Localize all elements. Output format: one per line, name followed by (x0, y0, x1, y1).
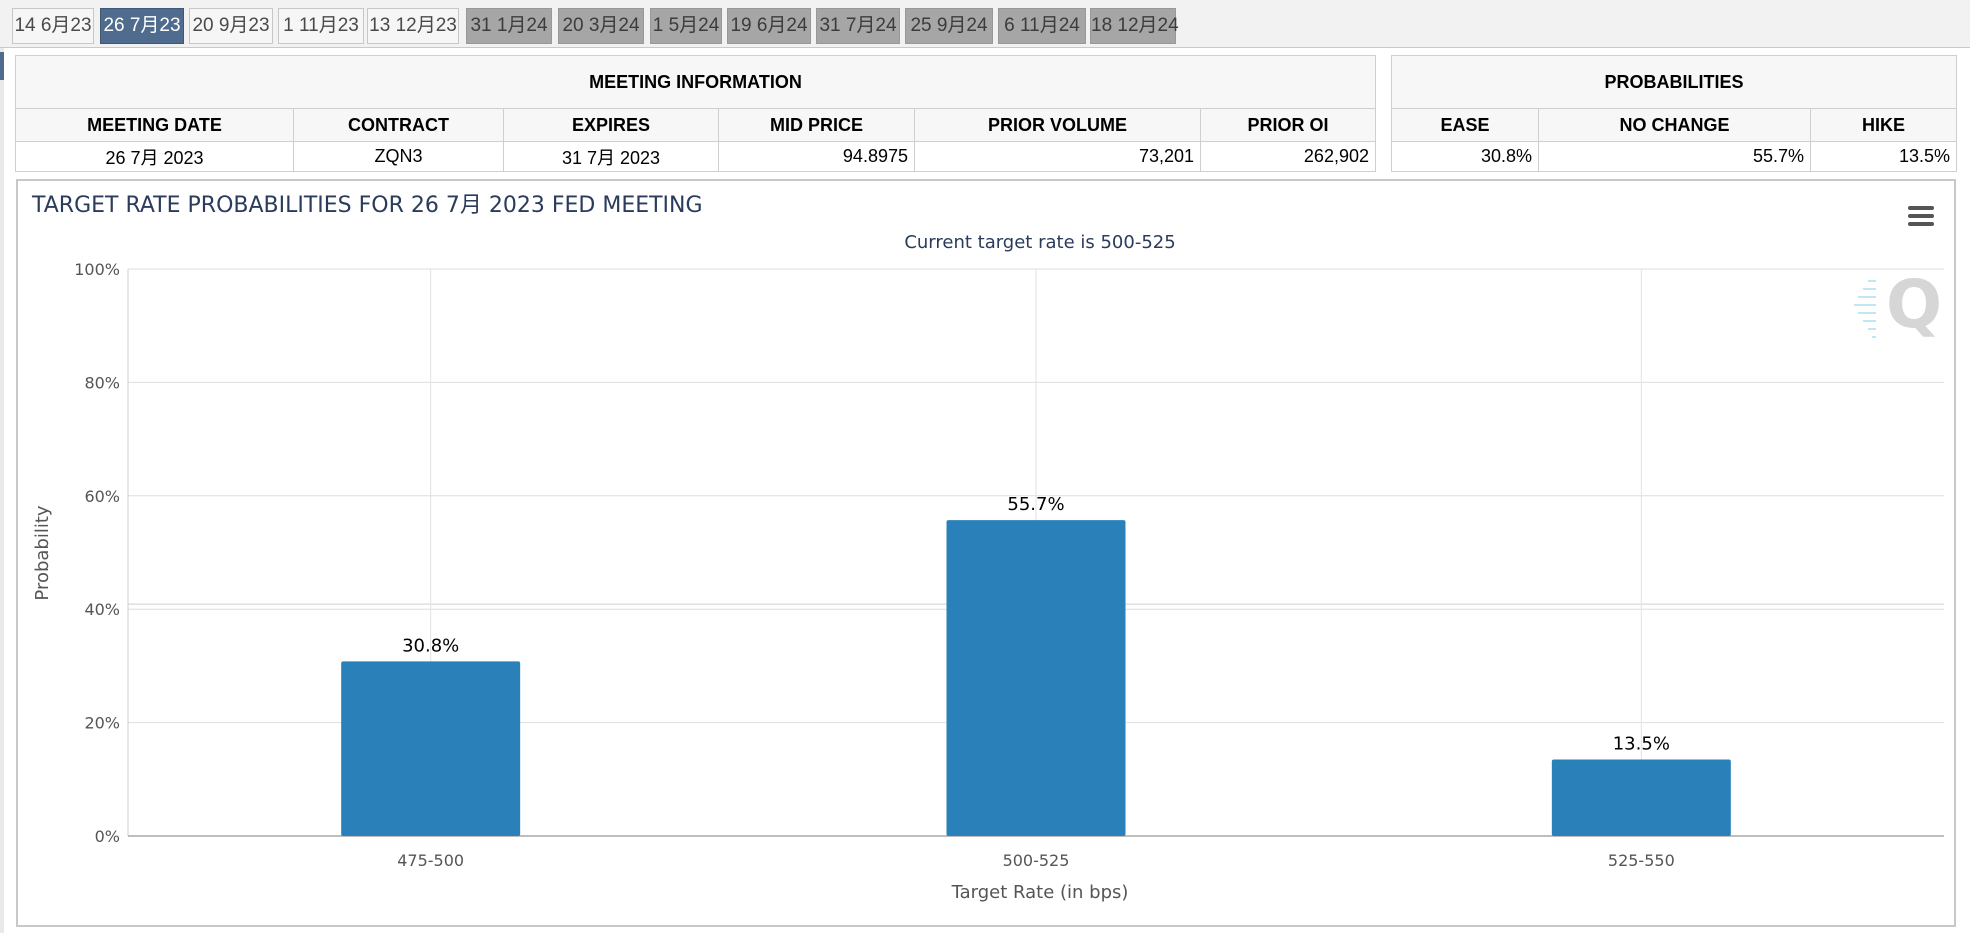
tab-20-3月24[interactable]: 20 3月24 (558, 8, 644, 44)
y-tick-label: 40% (84, 600, 120, 619)
probabilities-table: PROBABILITIES EASE NO CHANGE HIKE 30.8% … (1391, 55, 1957, 172)
bar-data-label: 30.8% (402, 635, 459, 656)
mid-price-header: MID PRICE (718, 108, 915, 142)
no-change-header: NO CHANGE (1538, 108, 1811, 142)
hike-header: HIKE (1810, 108, 1957, 142)
expires-value: 31 7月 2023 (503, 141, 719, 172)
y-axis-title: Probability (32, 505, 53, 600)
contract-header: CONTRACT (293, 108, 504, 142)
tab-13-12月23[interactable]: 13 12月23 (367, 8, 459, 44)
mid-price-value: 94.8975 (718, 141, 915, 172)
tab-18-12月24[interactable]: 18 12月24 (1090, 8, 1179, 44)
target-rate-chart: TARGET RATE PROBABILITIES FOR 26 7月 2023… (31, 193, 1944, 903)
x-tick-label: 500-525 (1003, 851, 1070, 870)
x-tick-label: 525-550 (1608, 851, 1675, 870)
q-logo-icon: Q (1854, 266, 1942, 343)
tab-25-9月24[interactable]: 25 9月24 (905, 8, 993, 44)
tab-6-11月24[interactable]: 6 11月24 (998, 8, 1086, 44)
target-rate-chart-panel: TARGET RATE PROBABILITIES FOR 26 7月 2023… (16, 179, 1956, 927)
meeting-date-value: 26 7月 2023 (15, 141, 294, 172)
x-axis-title: Target Rate (in bps) (951, 882, 1129, 903)
no-change-value: 55.7% (1538, 141, 1811, 172)
meeting-information-table: MEETING INFORMATION MEETING DATE CONTRAC… (15, 55, 1376, 172)
prior-volume-header: PRIOR VOLUME (914, 108, 1201, 142)
y-tick-label: 60% (84, 487, 120, 506)
bar-data-label: 13.5% (1613, 733, 1670, 754)
tab-1-5月24[interactable]: 1 5月24 (650, 8, 722, 44)
ease-value: 30.8% (1391, 141, 1539, 172)
left-edge-marker (0, 52, 4, 80)
y-tick-label: 20% (84, 714, 120, 733)
bar-525-550 (1551, 759, 1731, 836)
tab-19-6月24[interactable]: 19 6月24 (727, 8, 811, 44)
x-tick-label: 475-500 (397, 851, 464, 870)
expires-header: EXPIRES (503, 108, 719, 142)
y-tick-label: 80% (84, 373, 120, 392)
chart-title: TARGET RATE PROBABILITIES FOR 26 7月 2023… (31, 193, 703, 218)
probabilities-title: PROBABILITIES (1391, 55, 1957, 109)
tab-14-6月23[interactable]: 14 6月23 (12, 8, 94, 44)
y-tick-label: 0% (95, 827, 120, 846)
meeting-date-header: MEETING DATE (15, 108, 294, 142)
prior-volume-value: 73,201 (914, 141, 1201, 172)
svg-text:Q: Q (1886, 266, 1942, 343)
ease-header: EASE (1391, 108, 1539, 142)
prior-oi-value: 262,902 (1200, 141, 1376, 172)
hike-value: 13.5% (1810, 141, 1957, 172)
tab-31-7月24[interactable]: 31 7月24 (816, 8, 900, 44)
bar-data-label: 55.7% (1007, 494, 1064, 515)
meeting-information-title: MEETING INFORMATION (15, 55, 1376, 109)
left-edge-bar (0, 48, 4, 933)
meeting-tabs: 14 6月23 26 7月23 20 9月23 1 11月23 13 12月23 31 1… (0, 0, 1970, 48)
chart-subtitle: Current target rate is 500-525 (904, 232, 1175, 253)
contract-value: ZQN3 (293, 141, 504, 172)
tab-26-7月23[interactable]: 26 7月23 (100, 8, 184, 44)
y-tick-label: 100% (74, 260, 120, 279)
tab-31-1月24[interactable]: 31 1月24 (466, 8, 552, 44)
hamburger-menu-icon[interactable] (1908, 206, 1934, 226)
bar-500-525 (946, 520, 1126, 836)
bar-475-500 (341, 661, 521, 836)
prior-oi-header: PRIOR OI (1200, 108, 1376, 142)
plot-area: 0% 20% 40% 60% 80% 100% 30.8% 475-500 55.7% 500-5… (74, 260, 1944, 870)
tab-1-11月23[interactable]: 1 11月23 (278, 8, 364, 44)
tab-20-9月23[interactable]: 20 9月23 (189, 8, 273, 44)
